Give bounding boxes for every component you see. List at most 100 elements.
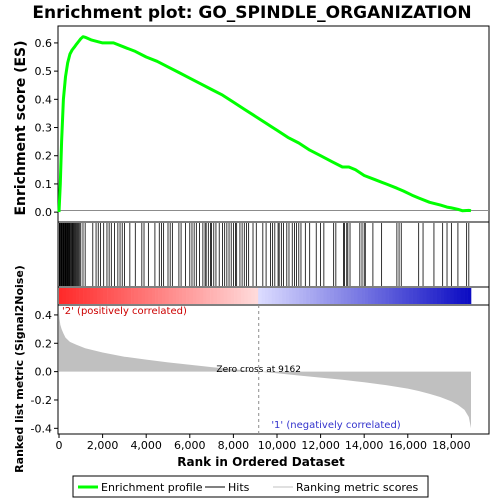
colorbar-cell: [413, 288, 417, 304]
colorbar-cell: [299, 288, 303, 304]
colorbar-cell: [347, 288, 351, 304]
colorbar-cell: [351, 288, 355, 304]
colorbar-cell: [275, 288, 279, 304]
colorbar-cell: [323, 288, 327, 304]
x-tick-label: 4,000: [130, 439, 162, 452]
colorbar-cell: [148, 288, 152, 304]
colorbar-cell: [200, 288, 204, 304]
colorbar-cell: [193, 288, 197, 304]
colorbar-cell: [310, 288, 314, 304]
colorbar-cell: [461, 288, 465, 304]
zero-cross-annotation: Zero cross at 9162: [216, 365, 301, 375]
chart-title: Enrichment plot: GO_SPINDLE_ORGANIZATION: [32, 3, 471, 23]
colorbar-cell: [385, 288, 389, 304]
metric-y-tick-label: 0.4: [35, 309, 53, 322]
x-tick-label: 12,000: [301, 439, 340, 452]
colorbar-cell: [440, 288, 444, 304]
colorbar-cell: [231, 288, 235, 304]
colorbar-cell: [131, 288, 135, 304]
colorbar-cell: [468, 288, 472, 304]
colorbar-cell: [210, 288, 214, 304]
hits-panel: [58, 222, 489, 287]
colorbar-cell: [241, 288, 245, 304]
colorbar-cell: [214, 288, 218, 304]
colorbar-cell: [251, 288, 255, 304]
x-tick-label: 8,000: [218, 439, 250, 452]
colorbar-cell: [62, 288, 66, 304]
colorbar-cell: [268, 288, 272, 304]
colorbar-cell: [371, 288, 375, 304]
colorbar-cell: [420, 288, 424, 304]
colorbar-cell: [320, 288, 324, 304]
colorbar-cell: [389, 288, 393, 304]
colorbar-cell: [90, 288, 94, 304]
colorbar-cell: [337, 288, 341, 304]
negative-annotation: '1' (negatively correlated): [271, 420, 400, 431]
colorbar-cell: [378, 288, 382, 304]
x-tick-label: 2,000: [87, 439, 119, 452]
colorbar-cell: [220, 288, 224, 304]
colorbar-cell: [426, 288, 430, 304]
colorbar-cell: [334, 288, 338, 304]
colorbar-cell: [375, 288, 379, 304]
colorbar-cell: [265, 288, 269, 304]
colorbar-cell: [111, 288, 115, 304]
colorbar-cell: [59, 288, 63, 304]
top-panel-frame: [58, 26, 489, 222]
colorbar-cell: [135, 288, 139, 304]
colorbar-cell: [234, 288, 238, 304]
colorbar-cell: [258, 288, 262, 304]
colorbar-cell: [292, 288, 296, 304]
colorbar-cell: [317, 288, 321, 304]
legend-label-metric: Ranking metric scores: [296, 481, 418, 494]
es-y-tick-label: 0.2: [35, 150, 53, 163]
colorbar-cell: [244, 288, 248, 304]
es-y-axis: 0.0 0.1 0.2 0.3 0.4 0.5 0.6: [35, 37, 59, 219]
colorbar-cell: [162, 288, 166, 304]
colorbar-cell: [169, 288, 173, 304]
colorbar-cell: [203, 288, 207, 304]
colorbar-cell: [341, 288, 345, 304]
colorbar-cell: [207, 288, 211, 304]
colorbar-cell: [327, 288, 331, 304]
colorbar-cell: [97, 288, 101, 304]
colorbar-cell: [450, 288, 454, 304]
colorbar-cell: [196, 288, 200, 304]
colorbar-cell: [296, 288, 300, 304]
colorbar-cell: [238, 288, 242, 304]
colorbar-cell: [114, 288, 118, 304]
x-tick-label: 10,000: [258, 439, 297, 452]
colorbar-cell: [330, 288, 334, 304]
colorbar-cell: [145, 288, 149, 304]
colorbar-cell: [107, 288, 111, 304]
colorbar-cell: [124, 288, 128, 304]
colorbar-cell: [66, 288, 70, 304]
colorbar-cell: [382, 288, 386, 304]
x-tick-label: 16,000: [389, 439, 428, 452]
colorbar-cell: [399, 288, 403, 304]
colorbar-cell: [457, 288, 461, 304]
x-tick-label: 6,000: [174, 439, 206, 452]
colorbar-cell: [255, 288, 259, 304]
colorbar-cell: [93, 288, 97, 304]
colorbar-cell: [303, 288, 307, 304]
colorbar-cell: [433, 288, 437, 304]
es-y-tick-label: 0.1: [35, 178, 53, 191]
colorbar-cell: [289, 288, 293, 304]
colorbar-cell: [86, 288, 90, 304]
metric-y-tick-label: 0.2: [35, 337, 53, 350]
colorbar-cell: [344, 288, 348, 304]
colorbar-cell: [155, 288, 159, 304]
colorbar-cell: [262, 288, 266, 304]
colorbar-panel: [58, 287, 489, 305]
colorbar-cell: [430, 288, 434, 304]
colorbar-cell: [365, 288, 369, 304]
legend: Enrichment profile Hits Ranking metric s…: [73, 476, 428, 497]
colorbar-cell: [152, 288, 156, 304]
colorbar-cell: [454, 288, 458, 304]
colorbar-cell: [286, 288, 290, 304]
metric-y-axis: -0.4 -0.2 0.0 0.2 0.4: [31, 309, 58, 435]
legend-label-enrichment: Enrichment profile: [101, 481, 203, 494]
colorbar-cell: [183, 288, 187, 304]
